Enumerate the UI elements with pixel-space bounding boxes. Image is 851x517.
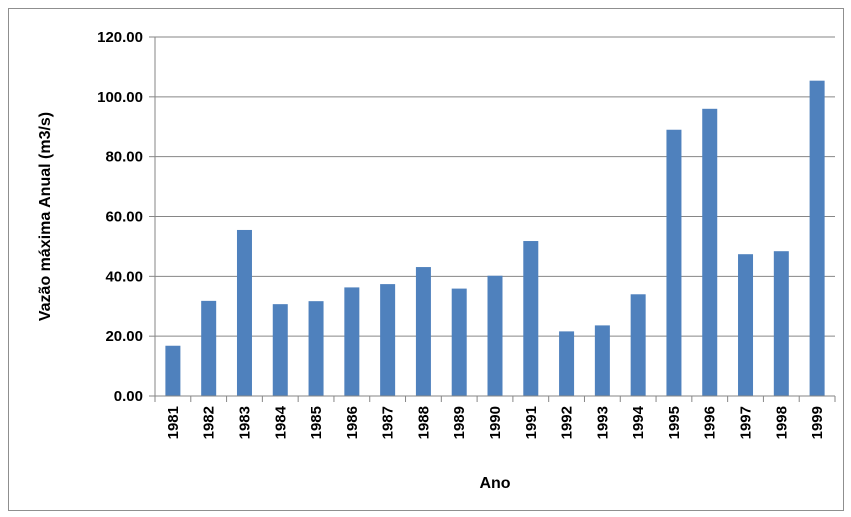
bar-1990 (487, 275, 503, 396)
x-tick-label: 1984 (272, 405, 289, 439)
x-tick-label: 1996 (702, 406, 719, 439)
bar-1992 (559, 331, 575, 396)
bar-1996 (702, 108, 718, 397)
y-tick-label: 20.00 (105, 328, 143, 345)
x-tick-label: 1985 (308, 406, 325, 439)
x-tick-label: 1987 (380, 406, 397, 439)
y-axis-title: Vazão máxima Anual (m3/s) (37, 112, 54, 321)
y-tick-label: 0.00 (114, 388, 143, 405)
bar-1987 (380, 284, 396, 396)
bar-1989 (451, 288, 467, 396)
x-tick-label: 1994 (630, 405, 647, 439)
bar-1985 (308, 301, 324, 396)
x-tick-label: 1983 (236, 406, 253, 439)
y-tick-label: 120.00 (97, 29, 143, 46)
y-tick-label: 80.00 (105, 149, 143, 166)
bar-1984 (272, 304, 288, 396)
x-tick-label: 1991 (523, 406, 540, 439)
x-tick-label: 1986 (344, 406, 361, 439)
x-tick-label: 1998 (773, 406, 790, 439)
x-tick-label: 1995 (666, 406, 683, 439)
bar-1995 (666, 129, 682, 396)
x-tick-label: 1997 (738, 406, 755, 439)
bar-1988 (415, 267, 431, 396)
x-tick-label: 1992 (559, 406, 576, 439)
bar-1982 (201, 300, 217, 396)
bar-1997 (738, 254, 754, 396)
x-tick-label: 1981 (165, 406, 182, 439)
y-tick-label: 100.00 (97, 89, 143, 106)
x-tick-label: 1989 (451, 406, 468, 439)
bar-1991 (523, 241, 539, 396)
bar-1998 (773, 251, 789, 396)
bar-1986 (344, 287, 360, 396)
x-tick-label: 1993 (594, 406, 611, 439)
bar-1983 (236, 229, 252, 396)
bar-1993 (594, 325, 610, 396)
x-axis-ticks: 1981 1982 1983 1984 1985 1986 1987 1988 1989 1990… (154, 396, 836, 439)
bars (165, 80, 825, 397)
x-axis-title: Ano (479, 475, 510, 492)
y-axis-ticks: 0.00 20.00 40.00 60.00 80.00 100.00 120.00 (97, 29, 155, 405)
x-tick-label: 1990 (487, 406, 504, 439)
y-tick-label: 60.00 (105, 209, 143, 226)
gridlines (155, 36, 835, 337)
bar-1981 (165, 345, 181, 396)
bar-1999 (809, 80, 825, 396)
x-tick-label: 1999 (809, 406, 826, 439)
y-tick-label: 40.00 (105, 268, 143, 285)
x-tick-label: 1988 (415, 406, 432, 439)
bar-1994 (630, 294, 646, 396)
x-tick-label: 1982 (201, 406, 218, 439)
